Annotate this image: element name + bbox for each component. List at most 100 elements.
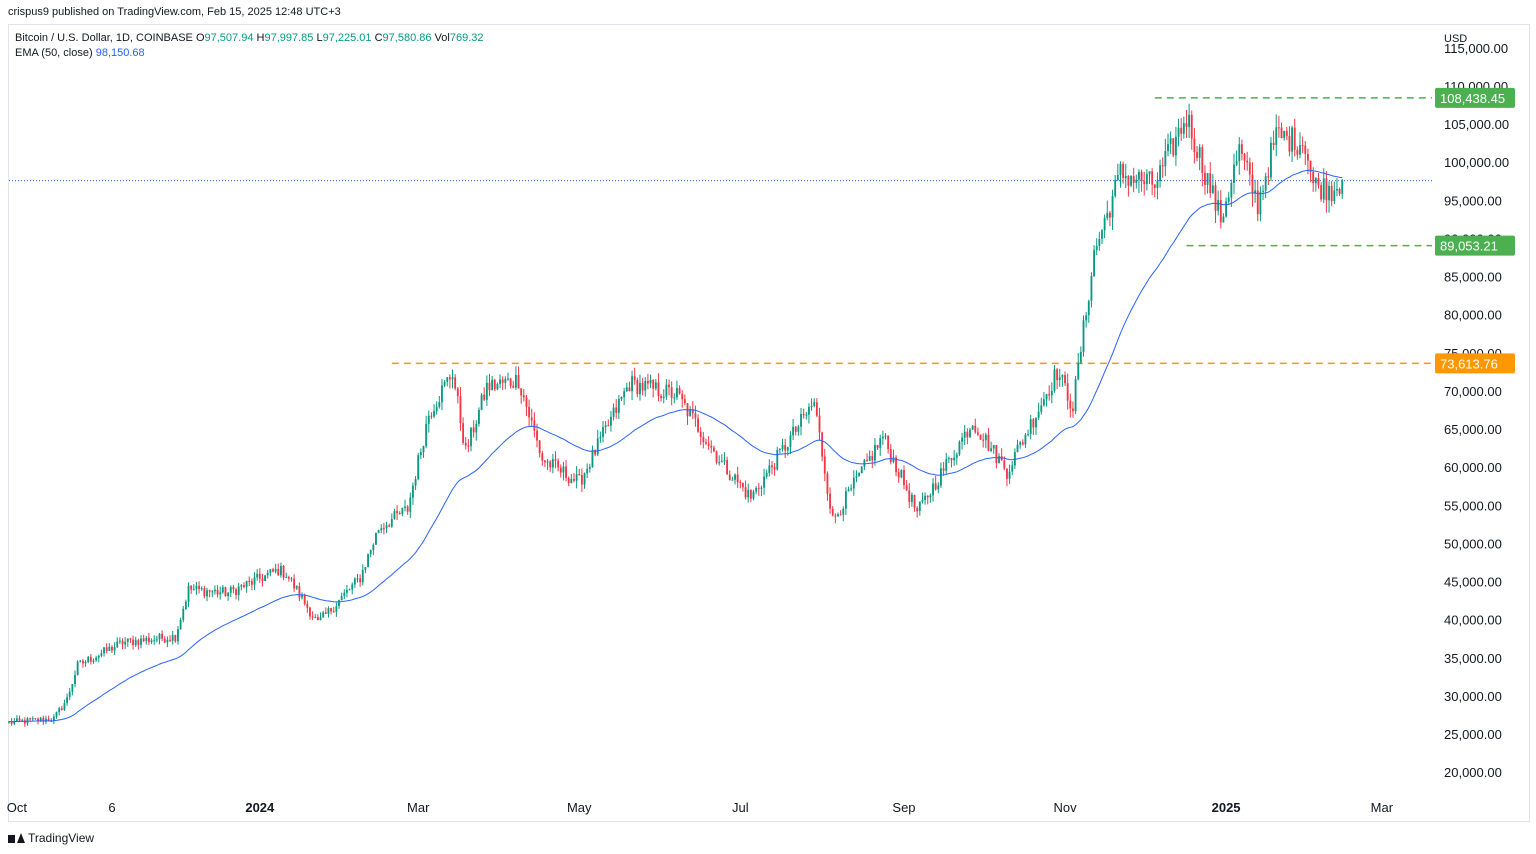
candle bbox=[673, 393, 676, 404]
candle bbox=[916, 506, 919, 518]
candle bbox=[163, 636, 166, 644]
candle bbox=[31, 716, 34, 722]
candle bbox=[1077, 352, 1080, 381]
candle bbox=[311, 611, 314, 621]
candle bbox=[884, 433, 887, 440]
candle bbox=[934, 475, 937, 491]
candle bbox=[118, 637, 121, 644]
volume-label: Vol bbox=[434, 32, 450, 44]
candle bbox=[979, 434, 982, 440]
candle bbox=[478, 407, 480, 427]
candle bbox=[348, 588, 351, 591]
candle bbox=[768, 459, 771, 477]
candle bbox=[1116, 163, 1119, 182]
candle bbox=[240, 583, 243, 591]
candle bbox=[1119, 161, 1122, 188]
level-label: 73,613.76 bbox=[1435, 353, 1515, 374]
candle bbox=[1211, 174, 1214, 194]
candle bbox=[1069, 393, 1072, 418]
candle bbox=[237, 582, 240, 601]
y-tick-label: 60,000.00 bbox=[1444, 460, 1502, 475]
tradingview-logo-icon bbox=[8, 833, 25, 843]
candle bbox=[309, 606, 311, 620]
candle bbox=[602, 421, 604, 443]
candle bbox=[84, 660, 87, 667]
candle bbox=[192, 584, 195, 591]
candle bbox=[969, 428, 971, 438]
candle bbox=[1185, 110, 1188, 139]
candle bbox=[821, 431, 824, 462]
candle bbox=[549, 460, 552, 473]
candle bbox=[261, 573, 264, 587]
candle bbox=[132, 635, 135, 650]
candle bbox=[166, 636, 169, 648]
candle bbox=[1177, 118, 1180, 147]
candle bbox=[1235, 150, 1238, 167]
candle bbox=[179, 617, 182, 630]
candle bbox=[536, 423, 538, 448]
candle bbox=[1246, 151, 1249, 171]
candle bbox=[1008, 464, 1011, 485]
candle bbox=[1309, 160, 1312, 183]
candle bbox=[372, 543, 375, 556]
candle bbox=[126, 638, 129, 647]
candle bbox=[493, 378, 496, 391]
candle bbox=[282, 564, 285, 581]
candle bbox=[1188, 103, 1191, 138]
candle bbox=[121, 638, 124, 650]
candle bbox=[760, 485, 763, 497]
footer-brand[interactable]: TradingView bbox=[8, 831, 94, 845]
y-tick-label: 105,000.00 bbox=[1444, 117, 1509, 132]
candle bbox=[435, 401, 438, 415]
candle bbox=[617, 394, 620, 420]
candle bbox=[551, 453, 554, 474]
candle bbox=[736, 466, 739, 488]
candle bbox=[818, 407, 821, 441]
candle bbox=[591, 445, 594, 468]
candle bbox=[1280, 122, 1283, 139]
candle bbox=[604, 421, 607, 434]
candle bbox=[570, 473, 573, 484]
candle bbox=[599, 431, 602, 443]
candle bbox=[961, 432, 963, 450]
candle bbox=[731, 476, 734, 481]
candle bbox=[797, 424, 800, 436]
candle bbox=[866, 453, 868, 462]
candle bbox=[924, 492, 927, 505]
candle bbox=[338, 599, 340, 609]
candle bbox=[726, 456, 729, 475]
candle bbox=[1058, 368, 1061, 388]
candle bbox=[778, 448, 781, 454]
candle bbox=[1193, 128, 1196, 164]
candle bbox=[475, 420, 478, 441]
candle bbox=[765, 469, 768, 479]
candle bbox=[744, 480, 747, 500]
candle bbox=[641, 377, 644, 396]
candle bbox=[105, 643, 108, 654]
y-tick-label: 45,000.00 bbox=[1444, 575, 1502, 590]
candle bbox=[530, 408, 533, 426]
candle bbox=[813, 398, 816, 408]
candle bbox=[583, 472, 586, 489]
candle bbox=[169, 635, 171, 643]
level-label: 108,438.45 bbox=[1435, 87, 1515, 108]
candle bbox=[412, 482, 414, 505]
footer-brand-text: TradingView bbox=[28, 831, 95, 845]
candle bbox=[1283, 130, 1286, 141]
candle bbox=[1251, 162, 1254, 207]
y-tick-label: 70,000.00 bbox=[1444, 384, 1502, 399]
candle bbox=[58, 706, 61, 716]
candle bbox=[71, 683, 74, 696]
candle bbox=[52, 714, 55, 724]
candle bbox=[480, 393, 483, 411]
candle bbox=[129, 637, 132, 644]
candle bbox=[272, 567, 274, 573]
candle bbox=[380, 524, 383, 534]
candle bbox=[1209, 162, 1212, 198]
candle bbox=[100, 649, 103, 658]
candle bbox=[755, 486, 758, 495]
candle bbox=[340, 592, 343, 601]
candle bbox=[1256, 181, 1259, 222]
candle bbox=[1240, 139, 1243, 161]
